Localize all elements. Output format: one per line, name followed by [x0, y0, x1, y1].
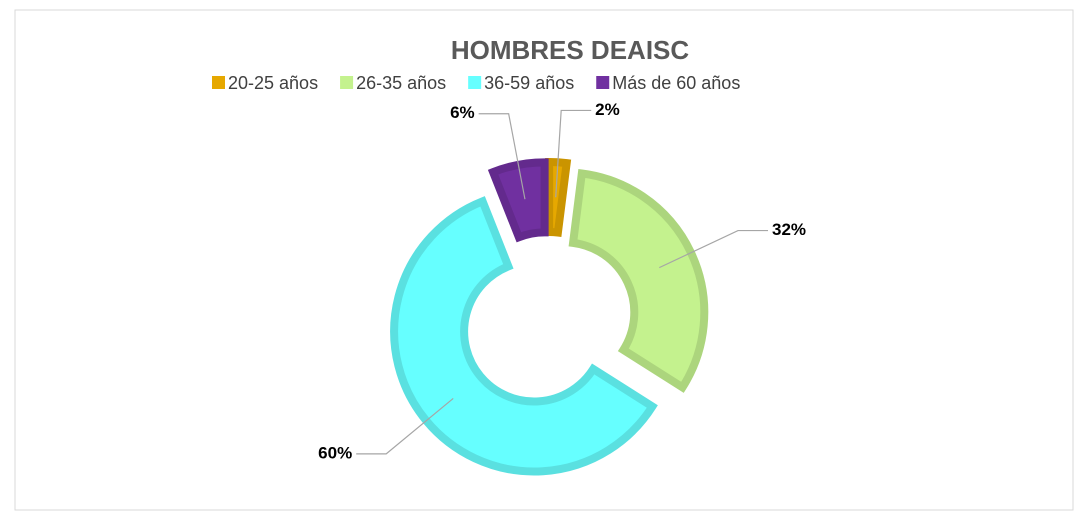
- data-label: 32%: [772, 220, 806, 239]
- legend-label: Más de 60 años: [612, 73, 740, 93]
- legend: 20-25 años 26-35 años 36-59 años Más de 60 …: [212, 73, 740, 93]
- doughnut-slice: [487, 158, 549, 243]
- legend-label: 36-59 años: [484, 73, 574, 93]
- doughnut-slice: [545, 158, 572, 238]
- legend-swatch: [468, 76, 482, 89]
- legend-swatch: [596, 76, 610, 89]
- legend-swatch: [212, 76, 225, 89]
- chart-title: HOMBRES DEAISC: [451, 35, 690, 65]
- leader-line: [555, 109, 592, 198]
- legend-label: 20-25 años: [228, 73, 318, 93]
- data-label: 2%: [595, 100, 620, 119]
- legend-label: 26-35 años: [356, 73, 446, 93]
- doughnut-slice: [390, 196, 658, 476]
- leader-line: [478, 113, 526, 200]
- leader-line: [659, 229, 769, 269]
- data-label: 60%: [318, 443, 352, 462]
- data-label: 6%: [450, 103, 475, 122]
- leader-line: [356, 397, 454, 455]
- legend-swatch: [340, 76, 354, 89]
- doughnut-slice: [568, 168, 709, 393]
